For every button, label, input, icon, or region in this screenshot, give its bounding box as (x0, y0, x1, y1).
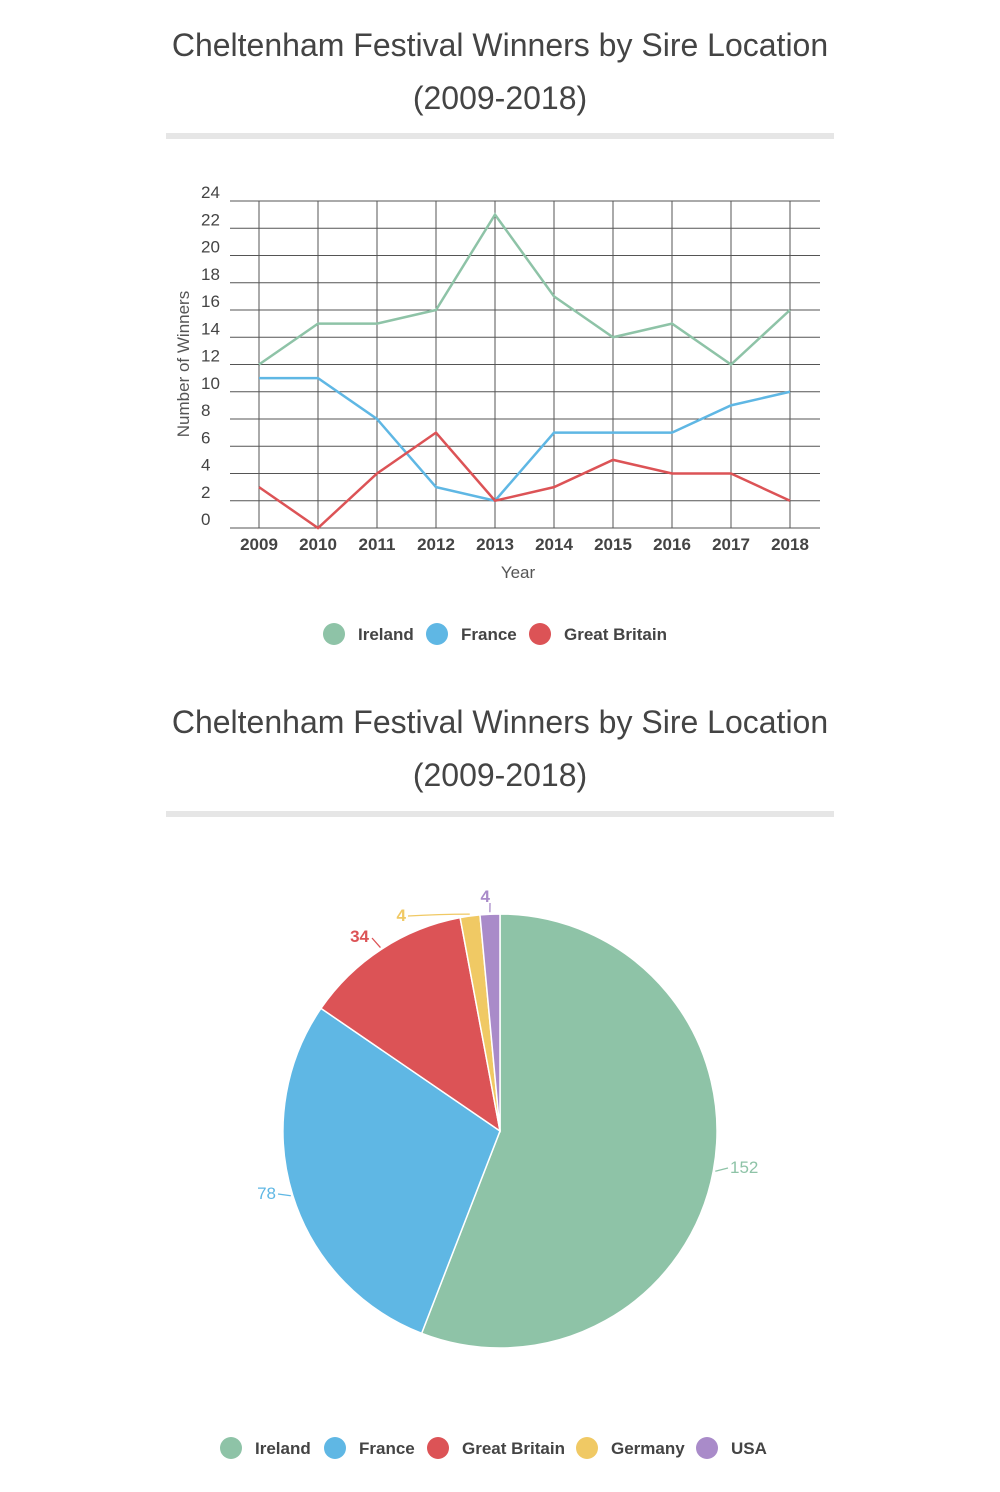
pie-legend-label-ireland: Ireland (255, 1439, 311, 1458)
pie-data-label-france: 78 (257, 1184, 276, 1203)
y-tick-label-12: 12 (201, 347, 220, 366)
pie-slice-france (282, 1007, 501, 1335)
pie-legend-swatch-great-britain (427, 1437, 449, 1459)
pie-legend-swatch-france (324, 1437, 346, 1459)
pie-legend-label-usa: USA (731, 1439, 767, 1458)
x-tick-label-2012: 2012 (417, 535, 455, 554)
pie-legend-label-great-britain: Great Britain (462, 1439, 565, 1458)
pie-legend-swatch-ireland (220, 1437, 242, 1459)
pie-chart-labels: 152 78 34 4 4 (257, 887, 758, 1203)
line-chart-title-divider (166, 133, 834, 139)
pie-slice-usa (479, 913, 501, 1132)
x-tick-label-2018: 2018 (771, 535, 809, 554)
pie-slice-germany (459, 914, 501, 1132)
legend-label-ireland: Ireland (358, 625, 414, 644)
y-axis-label: Number of Winners (174, 291, 193, 437)
series-line-great-britain (258, 430, 791, 530)
pie-data-label-great-britain: 34 (350, 927, 369, 946)
y-tick-label-2: 2 (201, 483, 210, 502)
y-tick-label-18: 18 (201, 265, 220, 284)
y-tick-label-6: 6 (201, 428, 210, 447)
series-line-ireland (258, 212, 791, 367)
x-axis-ticks: 2009 2010 2011 2012 2013 2014 2015 2016 2017 2018 (240, 535, 809, 554)
y-tick-label-20: 20 (201, 238, 220, 257)
pie-chart-title-line-2: (2009-2018) (412, 757, 588, 793)
line-chart-title-line-1: Cheltenham Festival Winners by Sire Loca… (171, 27, 829, 63)
legend-swatch-great-britain (529, 623, 551, 645)
pie-chart-slices (282, 913, 718, 1349)
pie-chart-title-divider (166, 811, 834, 817)
x-tick-label-2011: 2011 (359, 535, 396, 554)
x-tick-label-2010: 2010 (299, 535, 337, 554)
x-tick-label-2014: 2014 (535, 535, 573, 554)
y-tick-label-8: 8 (201, 401, 210, 420)
y-tick-label-16: 16 (201, 292, 220, 311)
pie-chart-title-line-1: Cheltenham Festival Winners by Sire Loca… (171, 704, 829, 740)
pie-leader-ireland (715, 1167, 729, 1172)
pie-chart-legend: Ireland France Great Britain Germany USA (220, 1437, 767, 1459)
y-tick-label-4: 4 (201, 456, 210, 475)
series-line-france (259, 376, 791, 503)
pie-chart-title: Cheltenham Festival Winners by Sire Loca… (0, 696, 1000, 802)
pie-data-label-germany: 4 (397, 906, 407, 925)
legend-swatch-ireland (323, 623, 345, 645)
legend-label-great-britain: Great Britain (564, 625, 667, 644)
pie-leader-germany (407, 913, 470, 917)
x-tick-label-2017: 2017 (712, 535, 750, 554)
y-tick-label-14: 14 (201, 319, 220, 338)
y-tick-label-22: 22 (201, 210, 220, 229)
pie-data-label-ireland: 152 (730, 1158, 758, 1177)
x-tick-label-2009: 2009 (240, 535, 278, 554)
pie-legend-swatch-germany (576, 1437, 598, 1459)
pie-legend-swatch-usa (696, 1437, 718, 1459)
x-tick-label-2015: 2015 (594, 535, 632, 554)
legend-label-france: France (461, 625, 517, 644)
line-chart-grid (230, 200, 820, 529)
pie-data-label-usa: 4 (481, 887, 491, 906)
y-tick-label-10: 10 (201, 374, 220, 393)
pie-leader-france (277, 1193, 291, 1197)
line-chart-title: Cheltenham Festival Winners by Sire Loca… (0, 19, 1000, 125)
pie-legend-label-germany: Germany (611, 1439, 685, 1458)
legend-swatch-france (426, 623, 448, 645)
line-chart-title-line-2: (2009-2018) (412, 80, 588, 116)
pie-leader-great-britain (371, 937, 381, 948)
pie-slice-great-britain (319, 916, 502, 1133)
y-tick-label-24: 24 (201, 183, 220, 202)
y-tick-label-0: 0 (201, 510, 210, 529)
x-tick-label-2016: 2016 (653, 535, 691, 554)
x-axis-label: Year (501, 563, 536, 582)
pie-slice-ireland (420, 913, 718, 1349)
line-chart-legend: Ireland France Great Britain (323, 623, 667, 645)
x-tick-label-2013: 2013 (476, 535, 514, 554)
pie-legend-label-france: France (359, 1439, 415, 1458)
line-chart-series (258, 212, 791, 530)
